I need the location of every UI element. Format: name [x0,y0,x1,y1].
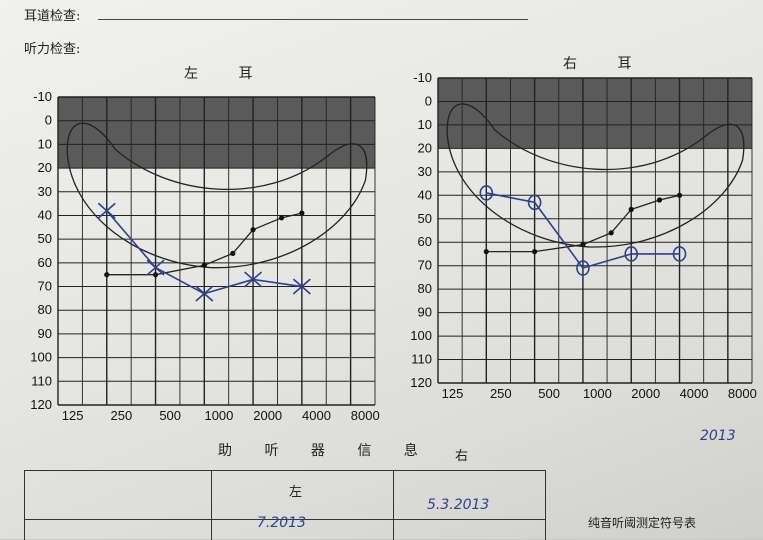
speech-banana-outline [66,122,368,269]
speech-banana-outline [446,103,745,248]
shaded-band [438,78,752,149]
db-tick-label: 80 [418,281,432,296]
threshold-point [628,206,634,212]
threshold-point [299,210,305,216]
db-tick-label: 110 [31,373,52,388]
db-tick-label: 120 [30,397,52,412]
ear-canal-exam-label: 耳道检查: [24,9,81,24]
left-ear-title: 左 耳 [184,66,271,82]
hearing-aid-col-divider-1 [211,471,212,540]
right-ear-audiogram: -10 0 10 20 30 40 50 60 70 80 90 100 110 120 125 250 500… [410,70,757,401]
hearing-aid-col-divider-2 [393,471,394,540]
db-tick-label: 40 [418,187,432,202]
db-tick-label: 110 [411,352,432,367]
db-tick-label: -10 [413,70,432,85]
threshold-point [279,215,285,221]
aided-o-mark [624,246,639,262]
ear-canal-exam-line [98,19,528,20]
db-tick-label: 0 [45,113,52,128]
hearing-aid-right-value: 5.3.2013 [427,497,490,513]
hearing-aid-table: 左 右 7.2013 5.3.2013 [24,449,546,540]
db-tick-label: 20 [418,140,432,155]
db-tick-label: 10 [38,136,52,151]
db-tick-label: 80 [38,302,52,317]
freq-tick-label: 500 [159,408,181,423]
threshold-point [152,272,159,278]
left-ear-audiogram: -10 0 10 20 30 40 50 60 70 80 90 100 110 120 125 250 500… [30,89,379,423]
aided-o-mark [576,260,590,276]
aided-ink-line [485,192,681,269]
hearing-aid-title: 助 听 器 信 息 [218,443,432,459]
db-tick-label: -10 [33,89,52,104]
freq-tick-label: 1000 [583,386,612,401]
freq-tick-label: 125 [62,408,84,423]
hearing-exam-label: 听力检查: [24,42,81,57]
threshold-point [483,249,489,255]
db-tick-label: 30 [418,164,432,179]
freq-tick-label: 2000 [253,408,282,423]
freq-tick-label: 500 [538,386,560,401]
shaded-band [58,97,375,169]
db-tick-label: 30 [38,184,52,199]
aided-o-mark [479,185,494,201]
aided-x-mark [195,285,214,302]
right-ear-title: 右 耳 [563,56,650,72]
hearing-aid-left-value: 7.2013 [257,515,306,531]
db-tick-label: 70 [418,258,432,273]
threshold-point [676,192,683,198]
threshold-point [656,197,663,203]
aided-x-mark [244,271,262,288]
threshold-point [608,230,614,236]
db-tick-label: 50 [38,231,52,246]
hearing-aid-left-header: 左 [289,485,303,500]
aided-x-mark [293,278,311,295]
threshold-point [532,249,538,255]
freq-tick-label: 4000 [302,408,331,423]
threshold-point [201,262,207,268]
db-tick-label: 60 [38,255,52,270]
freq-tick-label: 2000 [631,386,660,401]
db-tick-label: 50 [418,211,432,226]
symbol-legend-title: 纯音听阈测定符号表 [588,516,697,530]
db-tick-label: 60 [418,234,432,249]
db-tick-label: 0 [425,93,432,108]
db-tick-label: 100 [410,328,432,343]
threshold-point [230,250,236,256]
aided-o-mark [527,194,542,211]
aided-o-mark [672,246,687,262]
threshold-point [580,241,586,248]
freq-tick-label: 4000 [680,386,709,401]
db-tick-label: 70 [38,279,52,294]
hearing-aid-row-divider [25,519,545,520]
freq-tick-label: 125 [442,386,464,401]
aided-x-mark [146,259,165,276]
hearing-aid-right-header: 右 [455,449,469,464]
freq-tick-label: 1000 [204,408,233,423]
signature-date: 2013 [700,428,736,444]
freq-tick-label: 250 [490,386,512,401]
threshold-point [104,272,110,278]
freq-tick-label: 250 [111,408,133,423]
db-tick-label: 120 [410,375,432,390]
db-tick-label: 100 [30,350,52,365]
freq-tick-label: 8000 [351,408,380,423]
db-tick-label: 90 [38,326,52,341]
db-tick-label: 10 [418,117,432,132]
db-tick-label: 90 [418,305,432,320]
aided-x-mark [97,202,116,219]
db-tick-label: 20 [38,160,52,175]
threshold-point [250,227,256,233]
freq-tick-label: 8000 [728,386,757,401]
db-tick-label: 40 [38,207,52,222]
